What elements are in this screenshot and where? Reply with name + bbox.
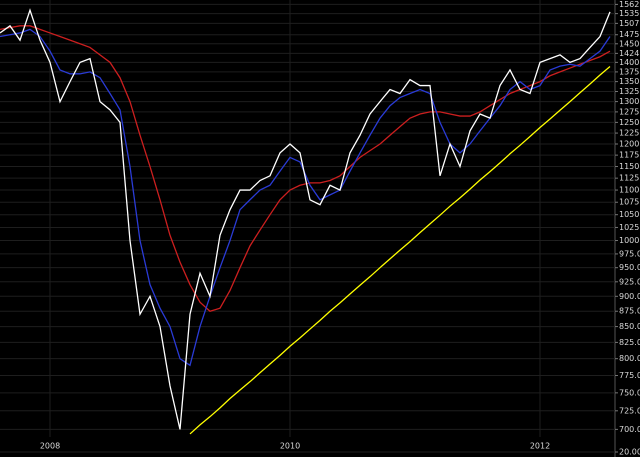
y-tick-label: 1300 xyxy=(619,97,639,106)
y-tick-label: 1150 xyxy=(619,162,639,171)
y-tick-label: 1475 xyxy=(619,30,639,39)
y-tick-label: 875.00 xyxy=(619,307,640,316)
y-tick-label: 1562 xyxy=(619,0,639,9)
y-tick-label: 1325 xyxy=(619,87,639,96)
y-tick-label: 1225 xyxy=(619,129,639,138)
y-tick-label: 725.00 xyxy=(619,406,640,415)
y-tick-label: 20.00 xyxy=(619,448,640,457)
y-tick-label: 975.00 xyxy=(619,249,640,258)
y-tick-label: 850.00 xyxy=(619,322,640,331)
y-tick-label: 825.00 xyxy=(619,338,640,347)
y-tick-label: 1250 xyxy=(619,118,639,127)
y-tick-label: 1450 xyxy=(619,39,639,48)
y-tick-label: 800.00 xyxy=(619,354,640,363)
x-tick-label: 2010 xyxy=(280,442,300,451)
y-tick-label: 750.00 xyxy=(619,388,640,397)
y-tick-label: 1400 xyxy=(619,58,639,67)
series-line xyxy=(0,25,611,312)
y-tick-label: 950.00 xyxy=(619,263,640,272)
y-tick-label: 1424 xyxy=(619,49,639,58)
series-line xyxy=(0,8,611,430)
y-tick-label: 1025 xyxy=(619,223,639,232)
y-tick-label: 1535 xyxy=(619,9,639,18)
y-tick-label: 700.00 xyxy=(619,425,640,434)
y-tick-label: 1350 xyxy=(619,77,639,86)
y-tick-label: 1075 xyxy=(619,198,639,207)
y-tick-label: 1275 xyxy=(619,107,639,116)
y-tick-label: 1175 xyxy=(619,151,639,160)
y-tick-label: 925.00 xyxy=(619,277,640,286)
y-tick-label: 775.00 xyxy=(619,371,640,380)
y-tick-label: 900.00 xyxy=(619,292,640,301)
y-tick-label: 1000 xyxy=(619,236,639,245)
y-tick-label: 1507 xyxy=(619,19,639,28)
y-tick-label: 1200 xyxy=(619,139,639,148)
x-tick-label: 2012 xyxy=(530,442,550,451)
x-tick-label: 2008 xyxy=(40,442,60,451)
y-tick-label: 1375 xyxy=(619,67,639,76)
y-tick-label: 1100 xyxy=(619,186,639,195)
y-tick-label: 1050 xyxy=(619,210,639,219)
series-line xyxy=(189,66,611,435)
y-tick-label: 1125 xyxy=(619,174,639,183)
